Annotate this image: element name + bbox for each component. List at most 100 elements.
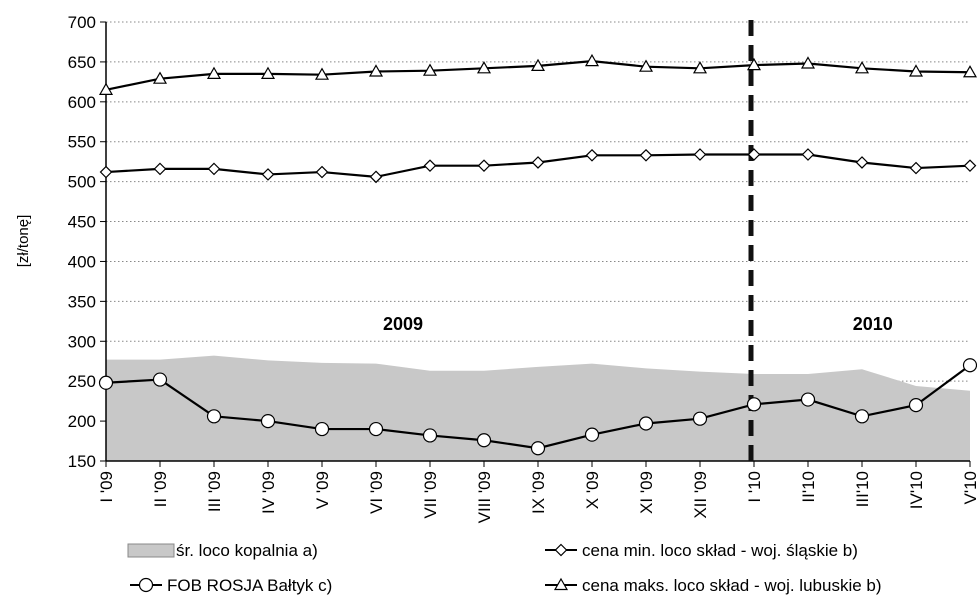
- y-tick-labels: 150 200 250 300 350 400 450 500 550 600 650 700: [68, 13, 96, 471]
- data-point-diamond: [801, 148, 815, 161]
- data-point-triangle: [476, 61, 492, 74]
- data-point-diamond: [639, 148, 653, 162]
- y-tick-label: 600: [68, 93, 96, 112]
- data-point-triangle: [553, 577, 569, 591]
- data-point-diamond: [477, 159, 491, 173]
- x-tick-label: IV'10: [907, 471, 926, 509]
- x-tick-label: V'10: [961, 471, 977, 505]
- legend: śr. loco kopalnia a) cena min. loco skład…: [127, 541, 882, 595]
- legend-item: FOB ROSJA Bałtyk c): [130, 576, 332, 595]
- data-point-diamond: [423, 159, 437, 173]
- data-point-triangle: [692, 61, 708, 74]
- x-tick-label: I '10: [745, 471, 764, 503]
- data-point-triangle: [98, 82, 114, 95]
- legend-label: cena min. loco skład - woj. śląskie b): [582, 541, 858, 560]
- x-tick-labels: I '09 II '09 III '09 IV '09 V '09 VI '09 VII '…: [97, 471, 977, 523]
- y-tick-label: 700: [68, 13, 96, 32]
- year-annotation: 2010: [853, 314, 893, 334]
- data-point-triangle: [260, 66, 276, 79]
- data-point-diamond: [747, 148, 761, 161]
- data-point-triangle: [854, 61, 870, 74]
- data-point-circle: [206, 409, 222, 424]
- legend-swatch-area: [127, 543, 175, 558]
- data-point-diamond: [261, 168, 275, 181]
- data-point-circle: [260, 413, 276, 429]
- data-point-triangle: [530, 58, 546, 72]
- y-tick-label: 300: [68, 332, 96, 351]
- x-tick-label: IX '09: [529, 471, 548, 514]
- x-tick-label: I '09: [97, 471, 116, 503]
- x-tick-label: II'10: [799, 471, 818, 503]
- y-axis-label: [zł/tonę]: [15, 215, 32, 268]
- data-point-circle: [368, 421, 384, 437]
- data-point-triangle: [908, 64, 924, 77]
- data-point-circle: [584, 427, 600, 442]
- legend-label: FOB ROSJA Bałtyk c): [167, 576, 332, 595]
- series-triangle: [98, 53, 977, 95]
- data-point-triangle: [206, 66, 222, 79]
- x-tick-label: V '09: [313, 471, 332, 509]
- x-tick-label: XI '09: [637, 471, 656, 514]
- data-point-diamond: [909, 161, 923, 175]
- data-point-circle: [962, 358, 977, 373]
- y-tick-label: 250: [68, 372, 96, 391]
- y-tick-label: 150: [68, 452, 96, 471]
- data-point-circle: [98, 375, 114, 390]
- data-point-triangle: [962, 65, 977, 78]
- data-point-circle: [692, 411, 708, 426]
- data-point-triangle: [638, 59, 654, 72]
- data-point-diamond: [99, 165, 113, 179]
- x-tick-label: VI '09: [367, 471, 386, 514]
- y-tick-label: 550: [68, 133, 96, 152]
- data-point-diamond: [207, 162, 221, 176]
- y-tick-label: 400: [68, 252, 96, 271]
- data-point-diamond: [693, 148, 707, 161]
- y-tick-label: 450: [68, 213, 96, 232]
- data-point-triangle: [152, 71, 168, 84]
- data-point-diamond: [963, 159, 977, 173]
- x-tick-label: III'10: [853, 471, 872, 507]
- x-tick-label: II '09: [151, 471, 170, 507]
- data-point-triangle: [746, 57, 762, 71]
- y-tick-label: 200: [68, 412, 96, 431]
- x-tick-label: III '09: [205, 471, 224, 512]
- data-point-diamond: [855, 156, 869, 169]
- series-diamond: [99, 148, 977, 184]
- series-circle: [98, 358, 977, 456]
- data-point-triangle: [800, 56, 816, 69]
- data-point-circle: [638, 416, 654, 431]
- data-point-diamond: [531, 156, 545, 169]
- x-tick-label: XII '09: [691, 471, 710, 519]
- data-point-circle: [854, 409, 870, 424]
- y-tick-label: 650: [68, 53, 96, 72]
- y-tick-label: 350: [68, 292, 96, 311]
- data-point-diamond: [315, 165, 329, 179]
- legend-item: śr. loco kopalnia a): [127, 541, 318, 560]
- data-point-triangle: [584, 53, 600, 67]
- data-point-circle: [530, 441, 546, 456]
- data-point-circle: [422, 428, 438, 443]
- data-point-circle: [152, 372, 168, 387]
- annotations: 2009 2010: [383, 314, 893, 334]
- data-point-triangle: [422, 63, 438, 76]
- data-point-diamond: [554, 543, 568, 557]
- data-point-diamond: [585, 148, 599, 162]
- x-tick-label: VIII '09: [475, 471, 494, 523]
- data-point-circle: [476, 433, 492, 448]
- data-point-circle: [908, 398, 924, 413]
- data-point-triangle: [368, 64, 384, 77]
- legend-item: cena maks. loco skład - woj. lubuskie b): [545, 576, 882, 595]
- legend-label: cena maks. loco skład - woj. lubuskie b): [582, 576, 882, 595]
- line-series: [98, 53, 977, 456]
- data-point-circle: [800, 392, 816, 407]
- x-tick-label: X '09: [583, 471, 602, 509]
- data-point-circle: [314, 421, 330, 437]
- year-annotation: 2009: [383, 314, 423, 334]
- data-point-diamond: [369, 170, 383, 184]
- x-tick-label: VII '09: [421, 471, 440, 519]
- data-point-triangle: [314, 67, 330, 80]
- y-tick-label: 500: [68, 173, 96, 192]
- x-tick-label: IV '09: [259, 471, 278, 514]
